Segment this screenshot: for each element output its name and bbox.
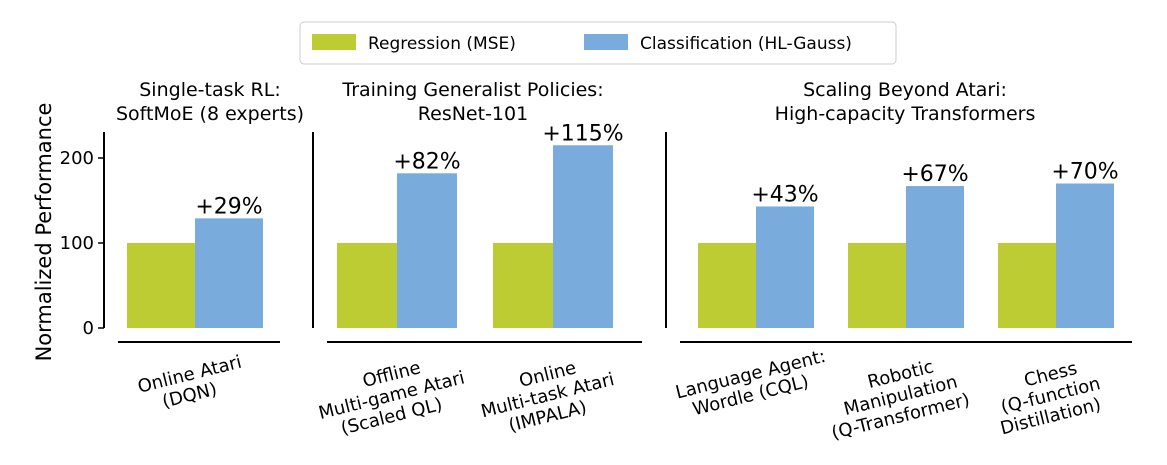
bar-p1-g1-s1 (553, 145, 613, 328)
legend-swatch-1 (584, 34, 628, 50)
annotation-p1-g1: +115% (542, 121, 623, 146)
panel-0-title-line-0: Single-task RL: (139, 79, 281, 101)
panel-1-title-line-0: Training Generalist Policies: (341, 79, 603, 101)
annotation-p2-g1: +67% (901, 162, 968, 187)
annotation-p1-g0: +82% (393, 149, 460, 174)
panel-2-title-line-1: High-capacity Transformers (775, 103, 1036, 125)
legend-swatch-0 (312, 34, 356, 50)
y-tick-label-0: 0 (83, 318, 94, 339)
legend-label-1: Classification (HL-Gauss) (640, 34, 852, 54)
bar-p2-g2-s1 (1056, 183, 1114, 328)
bar-p0-g0-s1 (195, 218, 263, 328)
annotation-p0-g0: +29% (195, 194, 262, 219)
panel-1-title-line-1: ResNet-101 (418, 103, 528, 125)
panel-0-title-line-1: SoftMoE (8 experts) (116, 103, 304, 125)
annotation-p2-g0: +43% (751, 182, 818, 207)
bar-p1-g0-s1 (397, 173, 457, 328)
bar-p1-g1-s0 (493, 243, 553, 328)
y-tick-label-2: 200 (60, 148, 94, 169)
legend-label-0: Regression (MSE) (368, 34, 516, 54)
annotation-p2-g2: +70% (1051, 160, 1118, 185)
panel-2-title-line-0: Scaling Beyond Atari: (803, 79, 1007, 101)
bar-p2-g1-s1 (906, 186, 964, 328)
y-axis-label: Normalized Performance (32, 103, 56, 362)
y-tick-label-1: 100 (60, 233, 94, 254)
bar-p0-g0-s0 (127, 243, 195, 328)
bar-p2-g0-s1 (756, 206, 814, 328)
bar-p2-g2-s0 (998, 243, 1056, 328)
bar-p1-g0-s0 (337, 243, 397, 328)
bar-p2-g1-s0 (848, 243, 906, 328)
bar-p2-g0-s0 (698, 243, 756, 328)
